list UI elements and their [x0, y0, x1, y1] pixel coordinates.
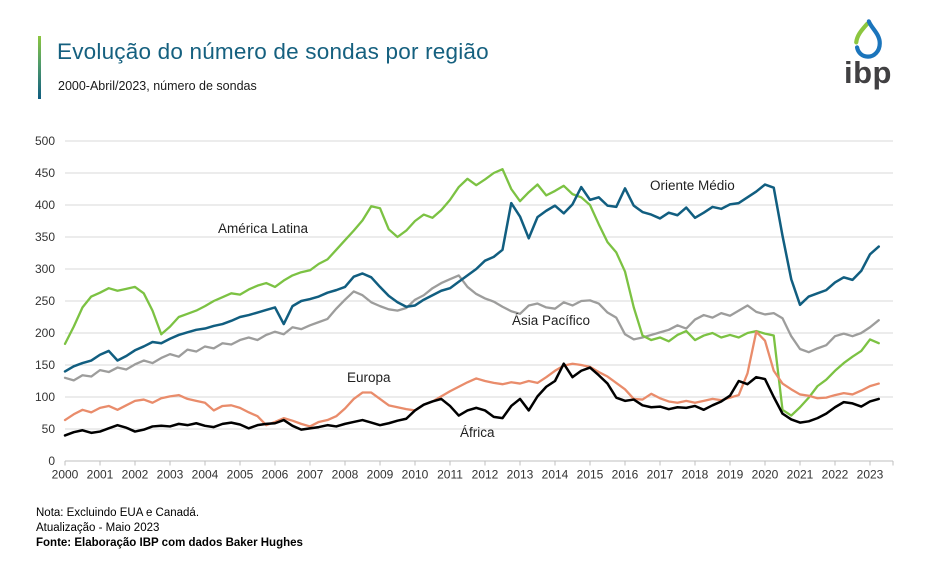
x-axis-tick-label: 2004: [192, 468, 219, 482]
x-axis-tick-label: 2007: [297, 468, 324, 482]
x-axis-tick-label: 2012: [472, 468, 499, 482]
y-axis-tick-label: 250: [35, 294, 55, 308]
series-label-asia-pacifico: Ásia Pacífico: [512, 313, 590, 328]
x-axis-tick-label: 2017: [647, 468, 674, 482]
ibp-logo-text: ibp: [844, 55, 892, 90]
x-axis-tick-label: 2009: [367, 468, 394, 482]
series-line-europa: [63, 330, 880, 428]
x-axis-tick-label: 2021: [787, 468, 814, 482]
x-axis-tick-label: 2008: [332, 468, 359, 482]
y-axis-tick-label: 300: [35, 262, 55, 276]
title-accent-bar: [38, 36, 41, 99]
footer-source: Fonte: Elaboração IBP com dados Baker Hu…: [36, 537, 303, 550]
x-axis-tick-label: 2018: [682, 468, 709, 482]
x-axis-tick-label: 2010: [402, 468, 429, 482]
x-axis-tick-label: 2013: [507, 468, 534, 482]
y-axis-tick-label: 200: [35, 326, 55, 340]
y-axis-tick-label: 500: [35, 134, 55, 148]
x-axis-tick-label: 2014: [542, 468, 569, 482]
x-axis-tick-label: 2023: [857, 468, 884, 482]
x-axis-tick-label: 2001: [87, 468, 114, 482]
series-label-europa: Europa: [347, 370, 391, 385]
y-axis-tick-label: 450: [35, 166, 55, 180]
footer-update: Atualização - Maio 2023: [36, 522, 160, 535]
x-axis-tick-label: 2005: [227, 468, 254, 482]
x-axis-tick-label: 2019: [717, 468, 744, 482]
x-axis-tick-label: 2015: [577, 468, 604, 482]
series-line-america-latina: [63, 168, 880, 417]
x-axis-tick-label: 2016: [612, 468, 639, 482]
y-axis-tick-label: 350: [35, 230, 55, 244]
y-axis-tick-label: 50: [42, 422, 56, 436]
x-axis-tick-label: 2011: [437, 468, 463, 482]
series-line-asia-pacifico: [63, 274, 880, 382]
series-label-oriente-medio: Oriente Médio: [650, 178, 735, 193]
y-axis-tick-label: 400: [35, 198, 55, 212]
page-subtitle: 2000-Abril/2023, número de sondas: [58, 79, 257, 93]
series-label-africa: África: [460, 425, 495, 440]
footer: Nota: Excluindo EUA e Canadá. Atualizaçã…: [36, 506, 303, 552]
y-axis-tick-label: 100: [35, 390, 55, 404]
x-axis-tick-label: 2002: [122, 468, 149, 482]
x-axis-tick-label: 2003: [157, 468, 184, 482]
x-axis-tick-label: 2000: [52, 468, 79, 482]
series-line-oriente-medio: [63, 183, 880, 373]
y-axis-tick-label: 150: [35, 358, 55, 372]
x-axis-tick-label: 2006: [262, 468, 289, 482]
page-title: Evolução do número de sondas por região: [57, 39, 489, 64]
series-label-america-latina: América Latina: [218, 221, 309, 236]
x-axis-tick-label: 2022: [822, 468, 849, 482]
ibp-logo: ibp: [833, 18, 903, 98]
x-axis-tick-label: 2020: [752, 468, 779, 482]
ibp-droplet-icon: [854, 19, 882, 59]
y-axis-tick-label: 0: [48, 454, 55, 468]
series-line-africa: [63, 362, 880, 437]
footer-note: Nota: Excluindo EUA e Canadá.: [36, 507, 200, 519]
